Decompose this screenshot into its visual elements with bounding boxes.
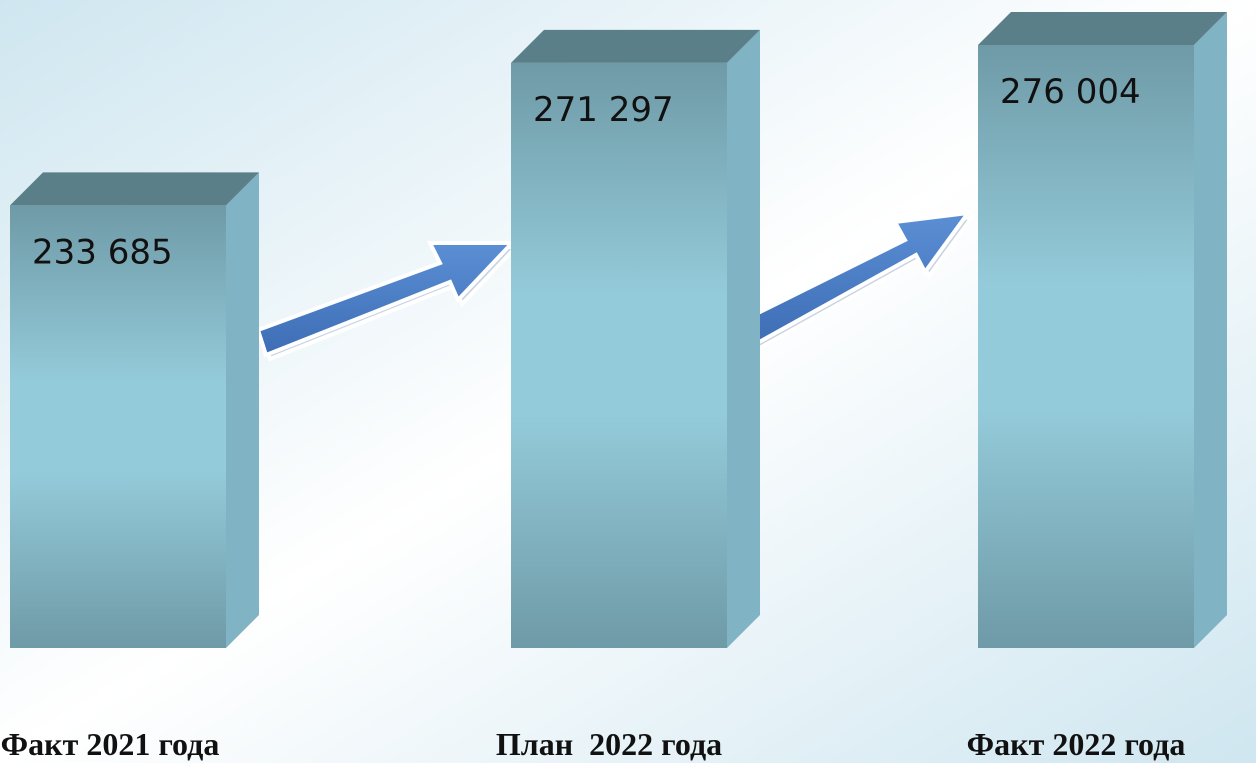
category-label: Факт 2022 года	[967, 726, 1186, 762]
arrow	[737, 210, 977, 353]
bar-side	[226, 172, 259, 648]
value-label: 276 004	[1000, 72, 1141, 112]
bar	[978, 45, 1194, 648]
category-label: План 2022 года	[496, 726, 722, 762]
bar-side	[1194, 12, 1227, 648]
bar-top	[10, 172, 259, 206]
category-label: Факт 2021 года	[1, 726, 220, 762]
value-label: 271 297	[533, 90, 674, 130]
value-label: 233 685	[32, 232, 173, 272]
bar	[10, 205, 226, 648]
bar	[511, 62, 727, 649]
arrow	[255, 241, 521, 362]
bar-top	[511, 29, 760, 63]
bar-top	[978, 12, 1227, 45]
bar-side	[727, 29, 760, 649]
